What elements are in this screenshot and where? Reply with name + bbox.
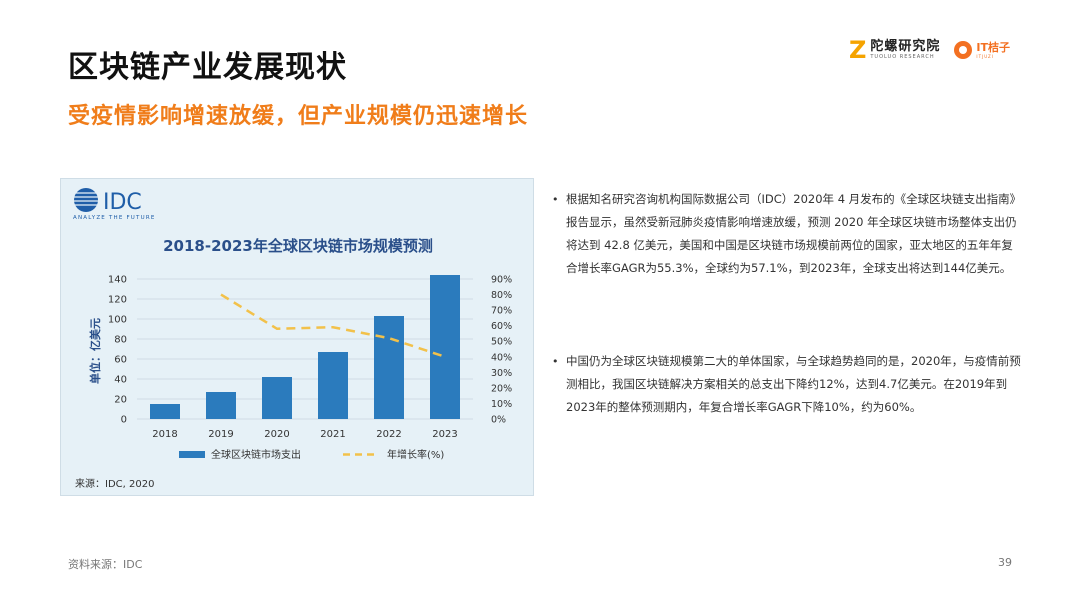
- y2-tick-label: 0%: [491, 415, 506, 426]
- y2-tick-label: 20%: [491, 383, 512, 394]
- header-logos: Z 陀螺研究院 TUOLUO RESEARCH IT桔子 ITJUZI: [849, 38, 1010, 62]
- chart-image: IDC ANALYZE THE FUTURE 2018-2023年全球区块链市场规模…: [60, 178, 534, 496]
- tuoluo-logo-cn: 陀螺研究院: [870, 39, 941, 54]
- y-tick-label: 20: [114, 395, 127, 406]
- y-tick-label: 0: [121, 415, 127, 426]
- y-tick-label: 140: [108, 275, 127, 286]
- x-tick-label: 2019: [208, 429, 233, 440]
- x-tick-label: 2020: [264, 429, 289, 440]
- tuoluo-logo: Z 陀螺研究院 TUOLUO RESEARCH: [849, 38, 940, 62]
- legend-bar-swatch: [179, 451, 205, 458]
- y2-tick-label: 10%: [491, 399, 512, 410]
- bar-2018: [150, 404, 180, 419]
- globe-icon: [74, 188, 98, 212]
- legend-bar-label: 全球区块链市场支出: [211, 448, 301, 461]
- y2-tick-label: 70%: [491, 306, 512, 317]
- x-tick-label: 2023: [432, 429, 457, 440]
- x-tick-label: 2021: [320, 429, 345, 440]
- x-tick-label: 2018: [152, 429, 177, 440]
- tuoluo-z-icon: Z: [848, 36, 867, 64]
- page-number: 39: [998, 556, 1012, 569]
- y-axis-label: 单位：亿美元: [88, 318, 102, 384]
- growth-rate-line: [220, 293, 446, 358]
- y2-tick-label: 40%: [491, 352, 512, 363]
- bullet-item: 中国仍为全球区块链规模第二大的单体国家，与全球趋势趋同的是，2020年，与疫情前…: [552, 350, 1022, 419]
- y-tick-label: 60: [114, 355, 127, 366]
- bullet-item: 根据知名研究咨询机构国际数据公司（IDC）2020年 4 月发布的《全球区块链支…: [552, 188, 1022, 280]
- bar-2022: [374, 316, 404, 419]
- bar-2021: [318, 352, 348, 419]
- bar-2020: [262, 377, 292, 419]
- chart-source: 来源：IDC, 2020: [75, 477, 154, 490]
- bullet-list: 根据知名研究咨询机构国际数据公司（IDC）2020年 4 月发布的《全球区块链支…: [552, 188, 1022, 419]
- bar-2023: [430, 275, 460, 419]
- y2-tick-label: 60%: [491, 321, 512, 332]
- y2-tick-label: 80%: [491, 290, 512, 301]
- itjuzi-logo: IT桔子 ITJUZI: [954, 41, 1010, 59]
- y-tick-label: 40: [114, 375, 127, 386]
- footer-source: 资料来源：IDC: [68, 558, 143, 571]
- page-subtitle: 受疫情影响增速放缓，但产业规模仍迅速增长: [68, 104, 529, 129]
- y2-tick-label: 50%: [491, 337, 512, 348]
- page-title: 区块链产业发展现状: [68, 50, 347, 85]
- idc-tagline: ANALYZE THE FUTURE: [73, 215, 156, 221]
- y2-tick-label: 90%: [491, 275, 512, 286]
- y2-tick-label: 30%: [491, 368, 512, 379]
- orange-icon: [954, 41, 973, 59]
- itjuzi-logo-cn: IT桔子: [976, 40, 1010, 54]
- idc-logo-text: IDC: [103, 190, 142, 215]
- y-tick-label: 80: [114, 335, 127, 346]
- bar-2019: [206, 392, 236, 419]
- legend-line-label: 年增长率(%): [387, 448, 444, 461]
- chart-title: 2018-2023年全球区块链市场规模预测: [163, 237, 433, 255]
- y-tick-label: 120: [108, 295, 127, 306]
- y-tick-label: 100: [108, 315, 127, 326]
- x-tick-label: 2022: [376, 429, 401, 440]
- itjuzi-logo-en: ITJUZI: [976, 53, 994, 59]
- tuoluo-logo-en: TUOLUO RESEARCH: [870, 54, 935, 60]
